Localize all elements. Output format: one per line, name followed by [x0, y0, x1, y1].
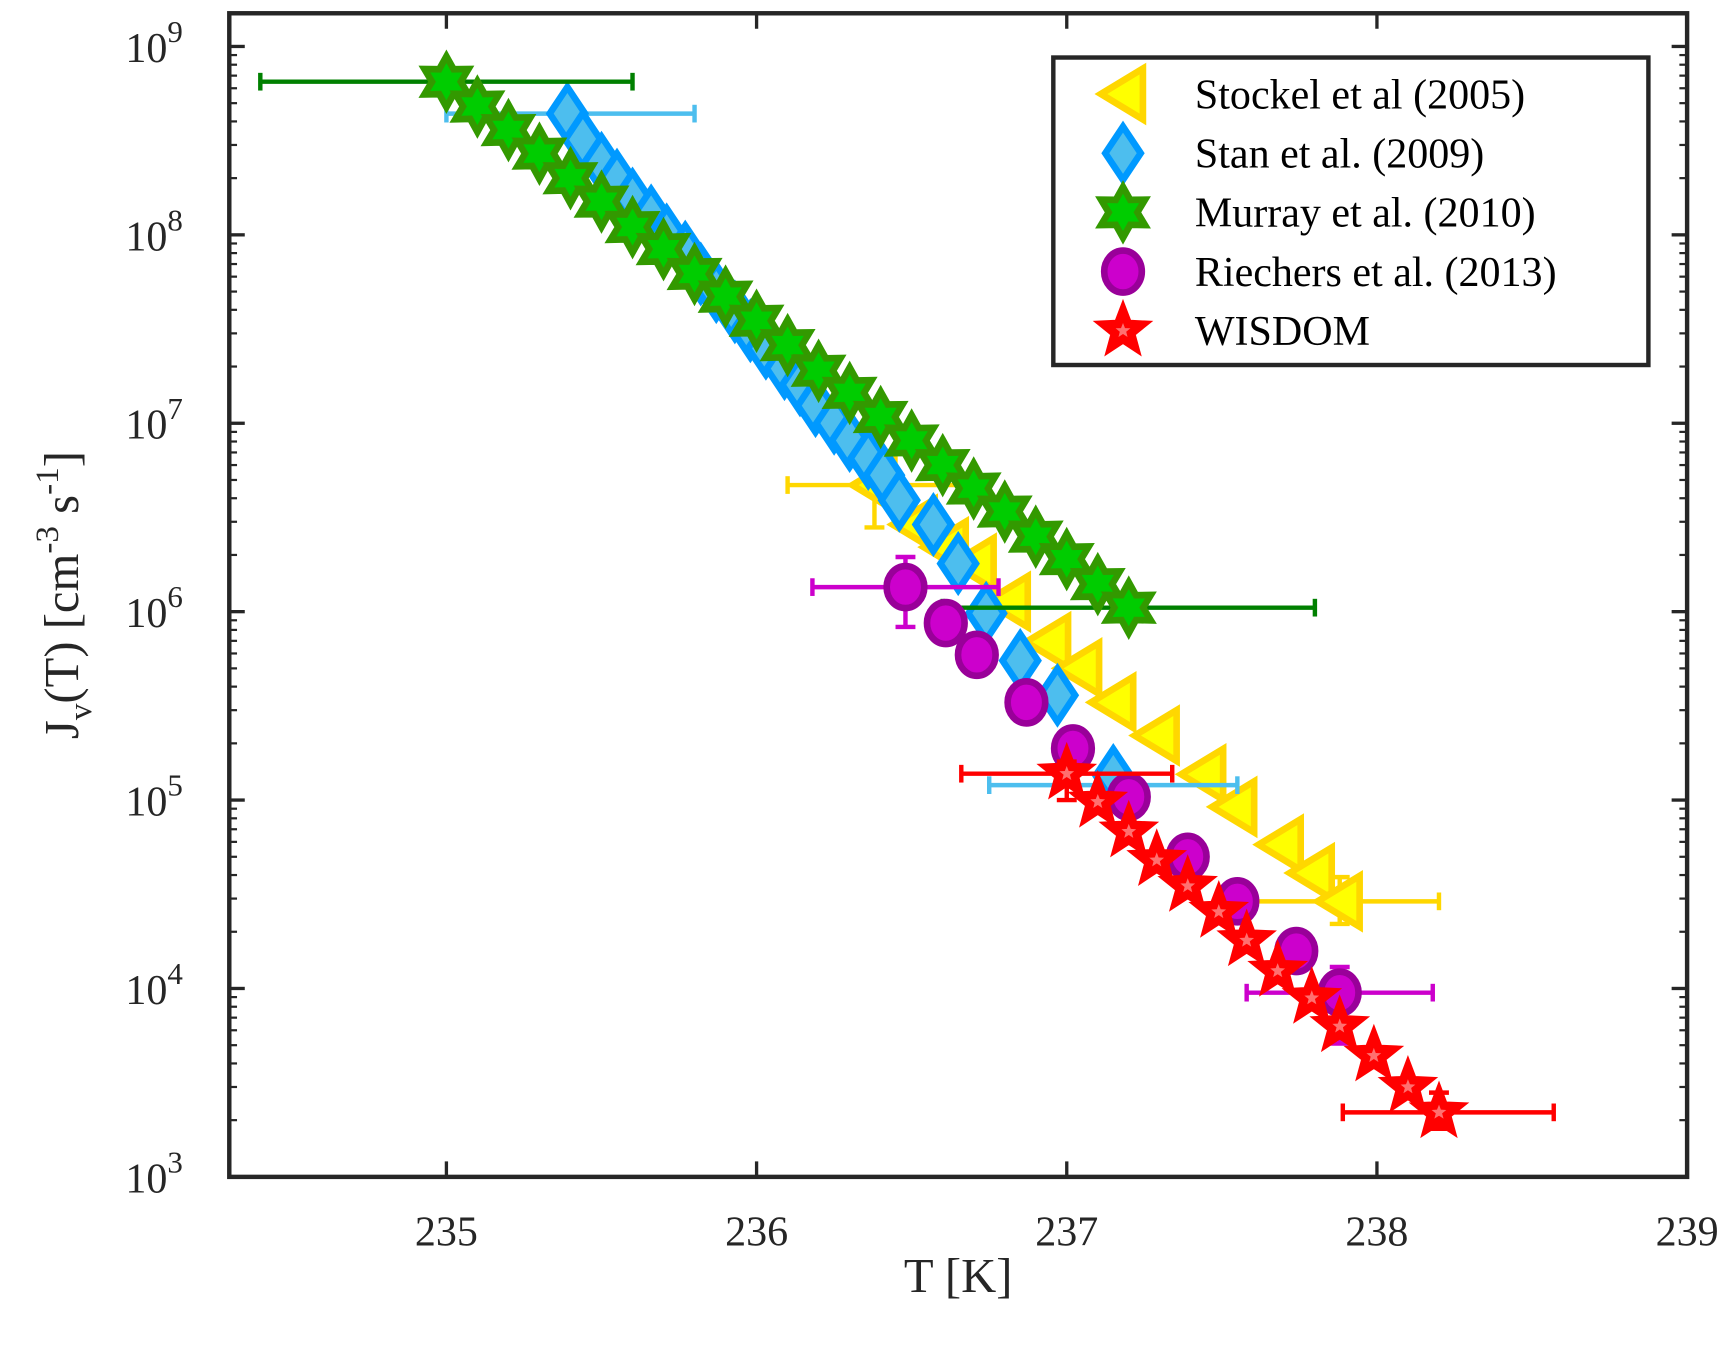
data-point [1283, 841, 1336, 905]
data-point [1069, 551, 1126, 617]
axis-ticks [229, 13, 1689, 1179]
data-point [1067, 769, 1129, 828]
series-2 [258, 49, 1318, 641]
y-tick-label: 107 [125, 391, 182, 449]
data-point [449, 74, 506, 139]
data-point [1019, 610, 1072, 674]
data-point [1252, 813, 1305, 876]
y-tick-label: 104 [125, 956, 182, 1014]
legend-item: Stockel et al (2005) [1094, 62, 1525, 126]
data-point [1247, 939, 1309, 997]
data-point [945, 456, 1002, 521]
legend-marker [1095, 180, 1151, 245]
x-tick-label: 235 [415, 1209, 478, 1255]
legend-label: Murray et al. (2010) [1195, 191, 1536, 237]
data-point [923, 598, 968, 648]
data-point [697, 264, 754, 329]
series-4 [959, 741, 1556, 1139]
y-tick-label: 105 [125, 768, 182, 826]
data-point [635, 216, 692, 282]
x-tick-label: 239 [1656, 1209, 1719, 1255]
data-point [573, 169, 630, 234]
legend-item: WISDOM [1092, 298, 1370, 357]
data-point [1098, 799, 1160, 858]
legend-label: Stan et al. (2009) [1195, 132, 1484, 178]
data-point [1036, 741, 1098, 800]
y-tick-labels: 103 104 105 106 107 108 109 [125, 14, 182, 1202]
data-point [852, 384, 909, 450]
x-tick-label: 237 [1035, 1209, 1098, 1255]
data-point [1004, 678, 1049, 727]
data-point [911, 492, 956, 558]
data-point [883, 562, 928, 612]
x-tick-labels: 235 236 237 238 239 [415, 1209, 1719, 1255]
series-3 [810, 554, 1435, 1046]
legend-item: Murray et al. (2010) [1095, 180, 1536, 245]
plot-area [258, 49, 1556, 1139]
data-point [1205, 775, 1258, 839]
data-point [1311, 870, 1363, 933]
legend: Stockel et al (2005) Stan et al. (2009) Mu… [1051, 55, 1651, 368]
legend-marker [1094, 62, 1147, 126]
data-point [976, 479, 1033, 544]
data-point [883, 408, 940, 473]
legend-marker [1101, 120, 1145, 186]
data-point [1128, 704, 1180, 767]
legend-label: Riechers et al. (2013) [1195, 250, 1557, 296]
data-point [1377, 1055, 1439, 1113]
y-tick-label: 106 [125, 579, 182, 637]
data-point [821, 360, 878, 426]
data-point [1126, 828, 1188, 886]
data-point [1084, 671, 1137, 734]
data-point [877, 467, 921, 533]
data-point [1007, 504, 1064, 569]
data-point [1309, 994, 1371, 1053]
legend-label: Stockel et al (2005) [1195, 72, 1525, 118]
data-point [1216, 908, 1277, 967]
data-point [1343, 1023, 1405, 1082]
y-tick-label: 103 [125, 1144, 182, 1202]
legend-marker [1100, 247, 1146, 296]
x-axis-label: T [K] [904, 1249, 1013, 1303]
x-tick-label: 236 [725, 1209, 788, 1255]
data-point [418, 49, 475, 115]
legend-label: WISDOM [1195, 309, 1370, 355]
data-point [511, 121, 568, 186]
legend-box [1051, 55, 1651, 368]
legend-item: Stan et al. (2009) [1101, 120, 1484, 186]
data-point [666, 241, 723, 307]
data-point [914, 432, 971, 498]
data-point [1157, 854, 1218, 912]
data-point [1035, 662, 1080, 728]
data-point [954, 630, 999, 680]
data-point [1050, 637, 1103, 700]
data-point [1174, 742, 1227, 806]
data-point [604, 194, 661, 260]
y-axis-label: Jv(T) [cm-3 s-1] [29, 451, 99, 739]
data-point [542, 145, 599, 211]
data-point [480, 97, 537, 163]
data-point [790, 338, 847, 404]
data-point [1100, 575, 1157, 641]
x-tick-label: 238 [1345, 1209, 1408, 1255]
legend-item: Riechers et al. (2013) [1100, 247, 1557, 296]
data-point [759, 312, 816, 378]
data-point [728, 288, 785, 354]
axes-box [227, 11, 1690, 1180]
y-tick-label: 109 [125, 14, 182, 72]
data-point [1281, 966, 1343, 1024]
data-point [936, 531, 980, 597]
legend-marker [1092, 298, 1154, 357]
data-point [1408, 1080, 1470, 1139]
y-tick-label: 108 [125, 202, 182, 260]
data-point [1188, 879, 1250, 938]
series-0 [785, 453, 1442, 933]
data-point [1038, 526, 1095, 592]
